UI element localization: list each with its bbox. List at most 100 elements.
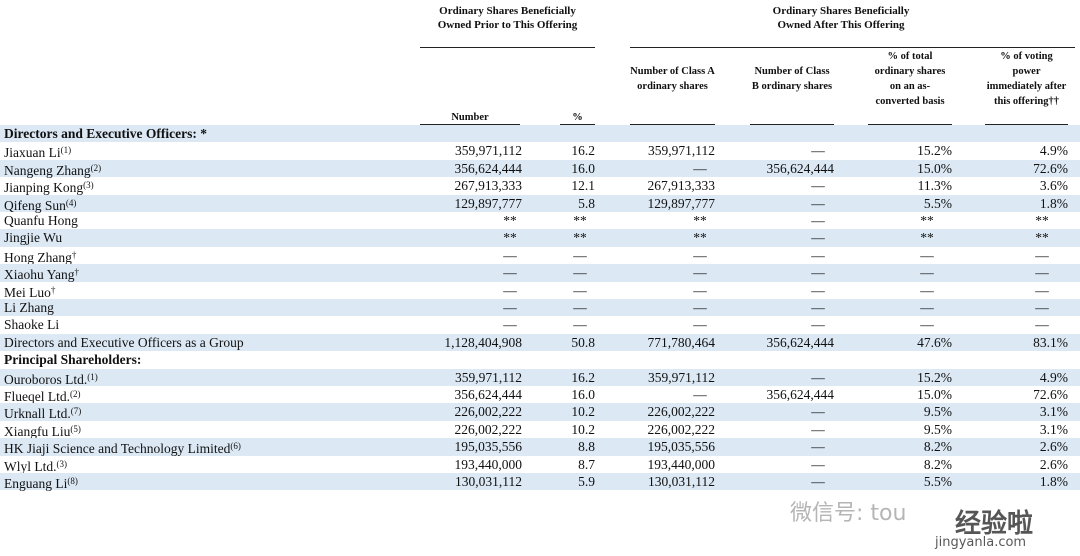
table-cell: — xyxy=(693,265,707,281)
table-cell: 5.8 xyxy=(578,195,595,211)
footnote-ref: (1) xyxy=(87,371,98,382)
table-row: Wlyl Ltd.(3) 193,440,000 8.7 193,440,000 — 8.… xyxy=(0,456,1080,475)
table-cell: 16.2 xyxy=(571,369,595,385)
row-label: Enguang Li(8) xyxy=(4,473,78,492)
footnote-ref: (2) xyxy=(90,162,102,173)
table-cell: 83.1% xyxy=(1033,334,1068,350)
table-cell: — xyxy=(811,195,825,211)
watermark: jingyanla.com xyxy=(935,535,1027,550)
table-cell: — xyxy=(693,282,707,298)
watermark: 微信号: tou xyxy=(790,501,907,526)
table-cell: 15.0% xyxy=(917,160,952,176)
table-cell: — xyxy=(920,317,934,333)
table-cell: — xyxy=(811,282,825,298)
table-cell: — xyxy=(573,282,587,298)
table-cell: 226,002,222 xyxy=(647,421,716,437)
row-label: Qifeng Sun(4) xyxy=(4,195,76,214)
table-cell: 267,913,333 xyxy=(454,178,523,194)
row-name: Hong Zhang xyxy=(4,249,72,265)
rule xyxy=(750,124,834,125)
row-label: Nangeng Zhang(2) xyxy=(4,160,101,179)
row-name: Jianping Kong xyxy=(4,180,84,196)
table-cell: 193,440,000 xyxy=(454,456,523,472)
footnote-ref: † xyxy=(50,284,56,295)
table-cell: 193,440,000 xyxy=(647,456,716,472)
table-cell: ** xyxy=(503,230,517,246)
table-cell: 2.6% xyxy=(1039,456,1068,472)
group-header: Ordinary Shares Beneficially Owned After… xyxy=(772,5,910,31)
rule xyxy=(630,47,1075,48)
table-cell: 8.8 xyxy=(578,439,595,455)
table-cell: 267,913,333 xyxy=(647,178,716,194)
table-row: Jiaxuan Li(1) 359,971,112 16.2 359,971,112 —… xyxy=(0,142,1080,160)
row-name: Xiangfu Liu xyxy=(4,423,71,439)
row-label: Directors and Executive Officers: * xyxy=(4,125,207,142)
table-row: Xiaohu Yang† — — — — — — xyxy=(0,264,1080,282)
table-cell: 359,971,112 xyxy=(455,369,522,385)
table-cell: — xyxy=(573,247,587,263)
table-cell: 356,624,444 xyxy=(454,387,523,402)
table-cell: — xyxy=(573,300,587,315)
table-cell: ** xyxy=(573,213,587,228)
row-label: Wlyl Ltd.(3) xyxy=(4,456,67,475)
table-cell: 130,031,112 xyxy=(455,474,522,489)
table-cell: — xyxy=(693,160,707,176)
table-cell: — xyxy=(811,474,825,489)
table-cell: ** xyxy=(920,230,934,246)
table-cell: 3.1% xyxy=(1039,421,1068,437)
rule xyxy=(420,124,520,125)
row-label: Jianping Kong(3) xyxy=(4,177,94,196)
row-name: Urknall Ltd. xyxy=(4,406,71,422)
table-cell: — xyxy=(1035,282,1049,298)
table-cell: 359,971,112 xyxy=(455,143,522,159)
table-cell: — xyxy=(573,265,587,281)
table-cell: 3.6% xyxy=(1039,178,1068,194)
table-row: Directors and Executive Officers: * xyxy=(0,125,1080,143)
table-cell: 10.2 xyxy=(571,404,595,420)
row-label: Principal Shareholders: xyxy=(4,351,141,368)
table-cell: ** xyxy=(693,213,707,228)
row-name: Jingjie Wu xyxy=(4,230,63,246)
table-cell: 72.6% xyxy=(1033,160,1068,176)
table-cell: — xyxy=(920,265,934,281)
table-cell: 16.2 xyxy=(571,143,595,159)
table-cell: — xyxy=(503,265,517,281)
row-name: Mei Luo xyxy=(4,284,51,300)
table-cell: — xyxy=(920,247,934,263)
table-cell: ** xyxy=(920,213,934,228)
row-name: Ouroboros Ltd. xyxy=(4,371,88,387)
table-cell: 16.0 xyxy=(571,160,595,176)
table-cell: 1,128,404,908 xyxy=(444,334,522,350)
table-cell: — xyxy=(1035,247,1049,263)
table-cell: 195,035,556 xyxy=(647,439,716,455)
row-label: Li Zhang xyxy=(4,299,54,316)
table-cell: — xyxy=(693,387,707,402)
table-cell: — xyxy=(1035,317,1049,333)
row-label: Shaoke Li xyxy=(4,316,59,333)
group-header: Ordinary Shares Beneficially Owned Prior… xyxy=(437,5,578,31)
table-cell: 356,624,444 xyxy=(766,160,835,176)
rule xyxy=(630,124,715,125)
table-cell: 5.9 xyxy=(578,474,595,489)
table-cell: — xyxy=(503,317,517,333)
table-cell: 12.1 xyxy=(571,178,595,194)
footnote-ref: † xyxy=(71,249,77,260)
footnote-ref: (7) xyxy=(70,406,82,417)
table-cell: 5.5% xyxy=(923,195,952,211)
table-cell: — xyxy=(693,300,707,315)
row-label: Quanfu Hong xyxy=(4,212,78,229)
watermark: 经验啦 xyxy=(955,509,1034,539)
table-cell: 9.5% xyxy=(923,404,952,420)
table-cell: 226,002,222 xyxy=(454,421,523,437)
table-cell: — xyxy=(811,230,825,246)
column-header: Number of Class A ordinary shares xyxy=(630,66,715,92)
row-name: HK Jiaji Science and Technology Limited xyxy=(4,441,231,457)
table-cell: 1.8% xyxy=(1039,195,1068,211)
table-cell: ** xyxy=(1035,213,1049,228)
table-cell: 15.2% xyxy=(917,143,952,159)
table-cell: 2.6% xyxy=(1039,439,1068,455)
table-cell: 11.3% xyxy=(917,178,952,194)
table-cell: — xyxy=(811,247,825,263)
table-row: HK Jiaji Science and Technology Limited(… xyxy=(0,438,1080,457)
